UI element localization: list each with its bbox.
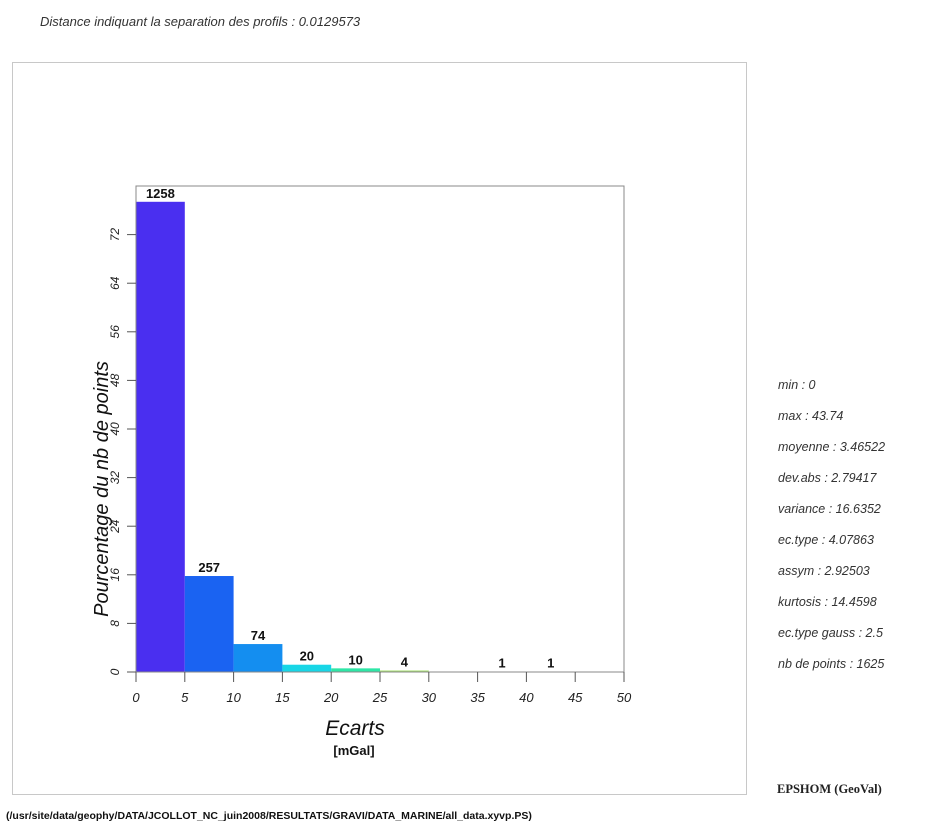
bar-count-label: 20: [300, 649, 314, 664]
y-tick-label: 56: [108, 325, 122, 339]
stat-line: nb de points : 1625: [778, 657, 885, 671]
y-tick-label: 64: [108, 276, 122, 290]
stat-line: variance : 16.6352: [778, 502, 881, 516]
x-tick-label: 35: [470, 690, 485, 705]
y-tick-label: 24: [108, 519, 122, 534]
bar-count-label: 1258: [146, 186, 175, 201]
y-axis-ticks: 0 8 16 24 32 40 48 56 64 72: [108, 228, 136, 675]
x-tick-label: 15: [275, 690, 290, 705]
x-tick-label: 30: [422, 690, 437, 705]
histogram-bar: [282, 664, 332, 672]
y-tick-label: 32: [108, 471, 122, 485]
x-tick-label: 25: [372, 690, 388, 705]
bar-count-label: 1: [547, 656, 554, 671]
y-tick-label: 16: [108, 568, 122, 582]
y-tick-label: 72: [108, 228, 122, 242]
brand-label: EPSHOM (GeoVal): [777, 782, 882, 796]
bar-count-label: 257: [198, 560, 220, 575]
x-tick-label: 0: [132, 690, 140, 705]
stat-line: ec.type gauss : 2.5: [778, 626, 883, 640]
file-path-footer: (/usr/site/data/geophy/DATA/JCOLLOT_NC_j…: [6, 810, 532, 822]
x-tick-label: 45: [568, 690, 583, 705]
bar-count-labels: 1258 257 74 20 10 4 1 1: [146, 186, 554, 671]
bar-count-label: 10: [348, 652, 362, 667]
x-tick-label: 50: [617, 690, 632, 705]
stat-line: dev.abs : 2.79417: [778, 471, 877, 485]
x-tick-label: 20: [323, 690, 339, 705]
statistics-panel: min : 0 max : 43.74 moyenne : 3.46522 dev.a…: [778, 377, 885, 687]
stat-line: max : 43.74: [778, 409, 844, 423]
y-tick-label: 40: [108, 422, 122, 436]
y-tick-label: 0: [108, 668, 122, 675]
x-axis-ticks: 0 5 10 15 20 25 30 35 40 45 50: [132, 672, 632, 705]
bar-count-label: 4: [401, 654, 409, 669]
y-tick-label: 48: [108, 373, 122, 387]
stat-line: assym : 2.92503: [778, 564, 870, 578]
y-axis-label: Pourcentage du nb de points: [91, 361, 113, 617]
chart-frame: 0 8 16 24 32 40 48 56 64 72 0 5 10 15 20 25 30 35 40 45 50 …: [12, 62, 747, 795]
stat-line: moyenne : 3.46522: [778, 440, 886, 454]
y-tick-label: 8: [108, 620, 122, 627]
stat-line: min : 0: [778, 378, 816, 392]
bars-layer: [136, 201, 576, 673]
x-tick-label: 40: [519, 690, 534, 705]
bar-count-label: 74: [251, 628, 266, 643]
histogram-bar: [184, 576, 234, 672]
bar-count-label: 1: [498, 656, 505, 671]
separation-distance-text: Distance indiquant la separation des pro…: [40, 14, 361, 29]
x-tick-label: 5: [181, 690, 189, 705]
x-axis-label: Ecarts: [325, 717, 385, 740]
x-axis-unit: [mGal]: [333, 743, 374, 758]
histogram-bar: [136, 201, 185, 673]
stat-line: kurtosis : 14.4598: [778, 595, 877, 609]
histogram-bar: [380, 670, 429, 672]
histogram-bar: [233, 644, 283, 672]
histogram-bar: [331, 668, 380, 672]
stat-line: ec.type : 4.07863: [778, 533, 874, 547]
x-tick-label: 10: [226, 690, 241, 705]
